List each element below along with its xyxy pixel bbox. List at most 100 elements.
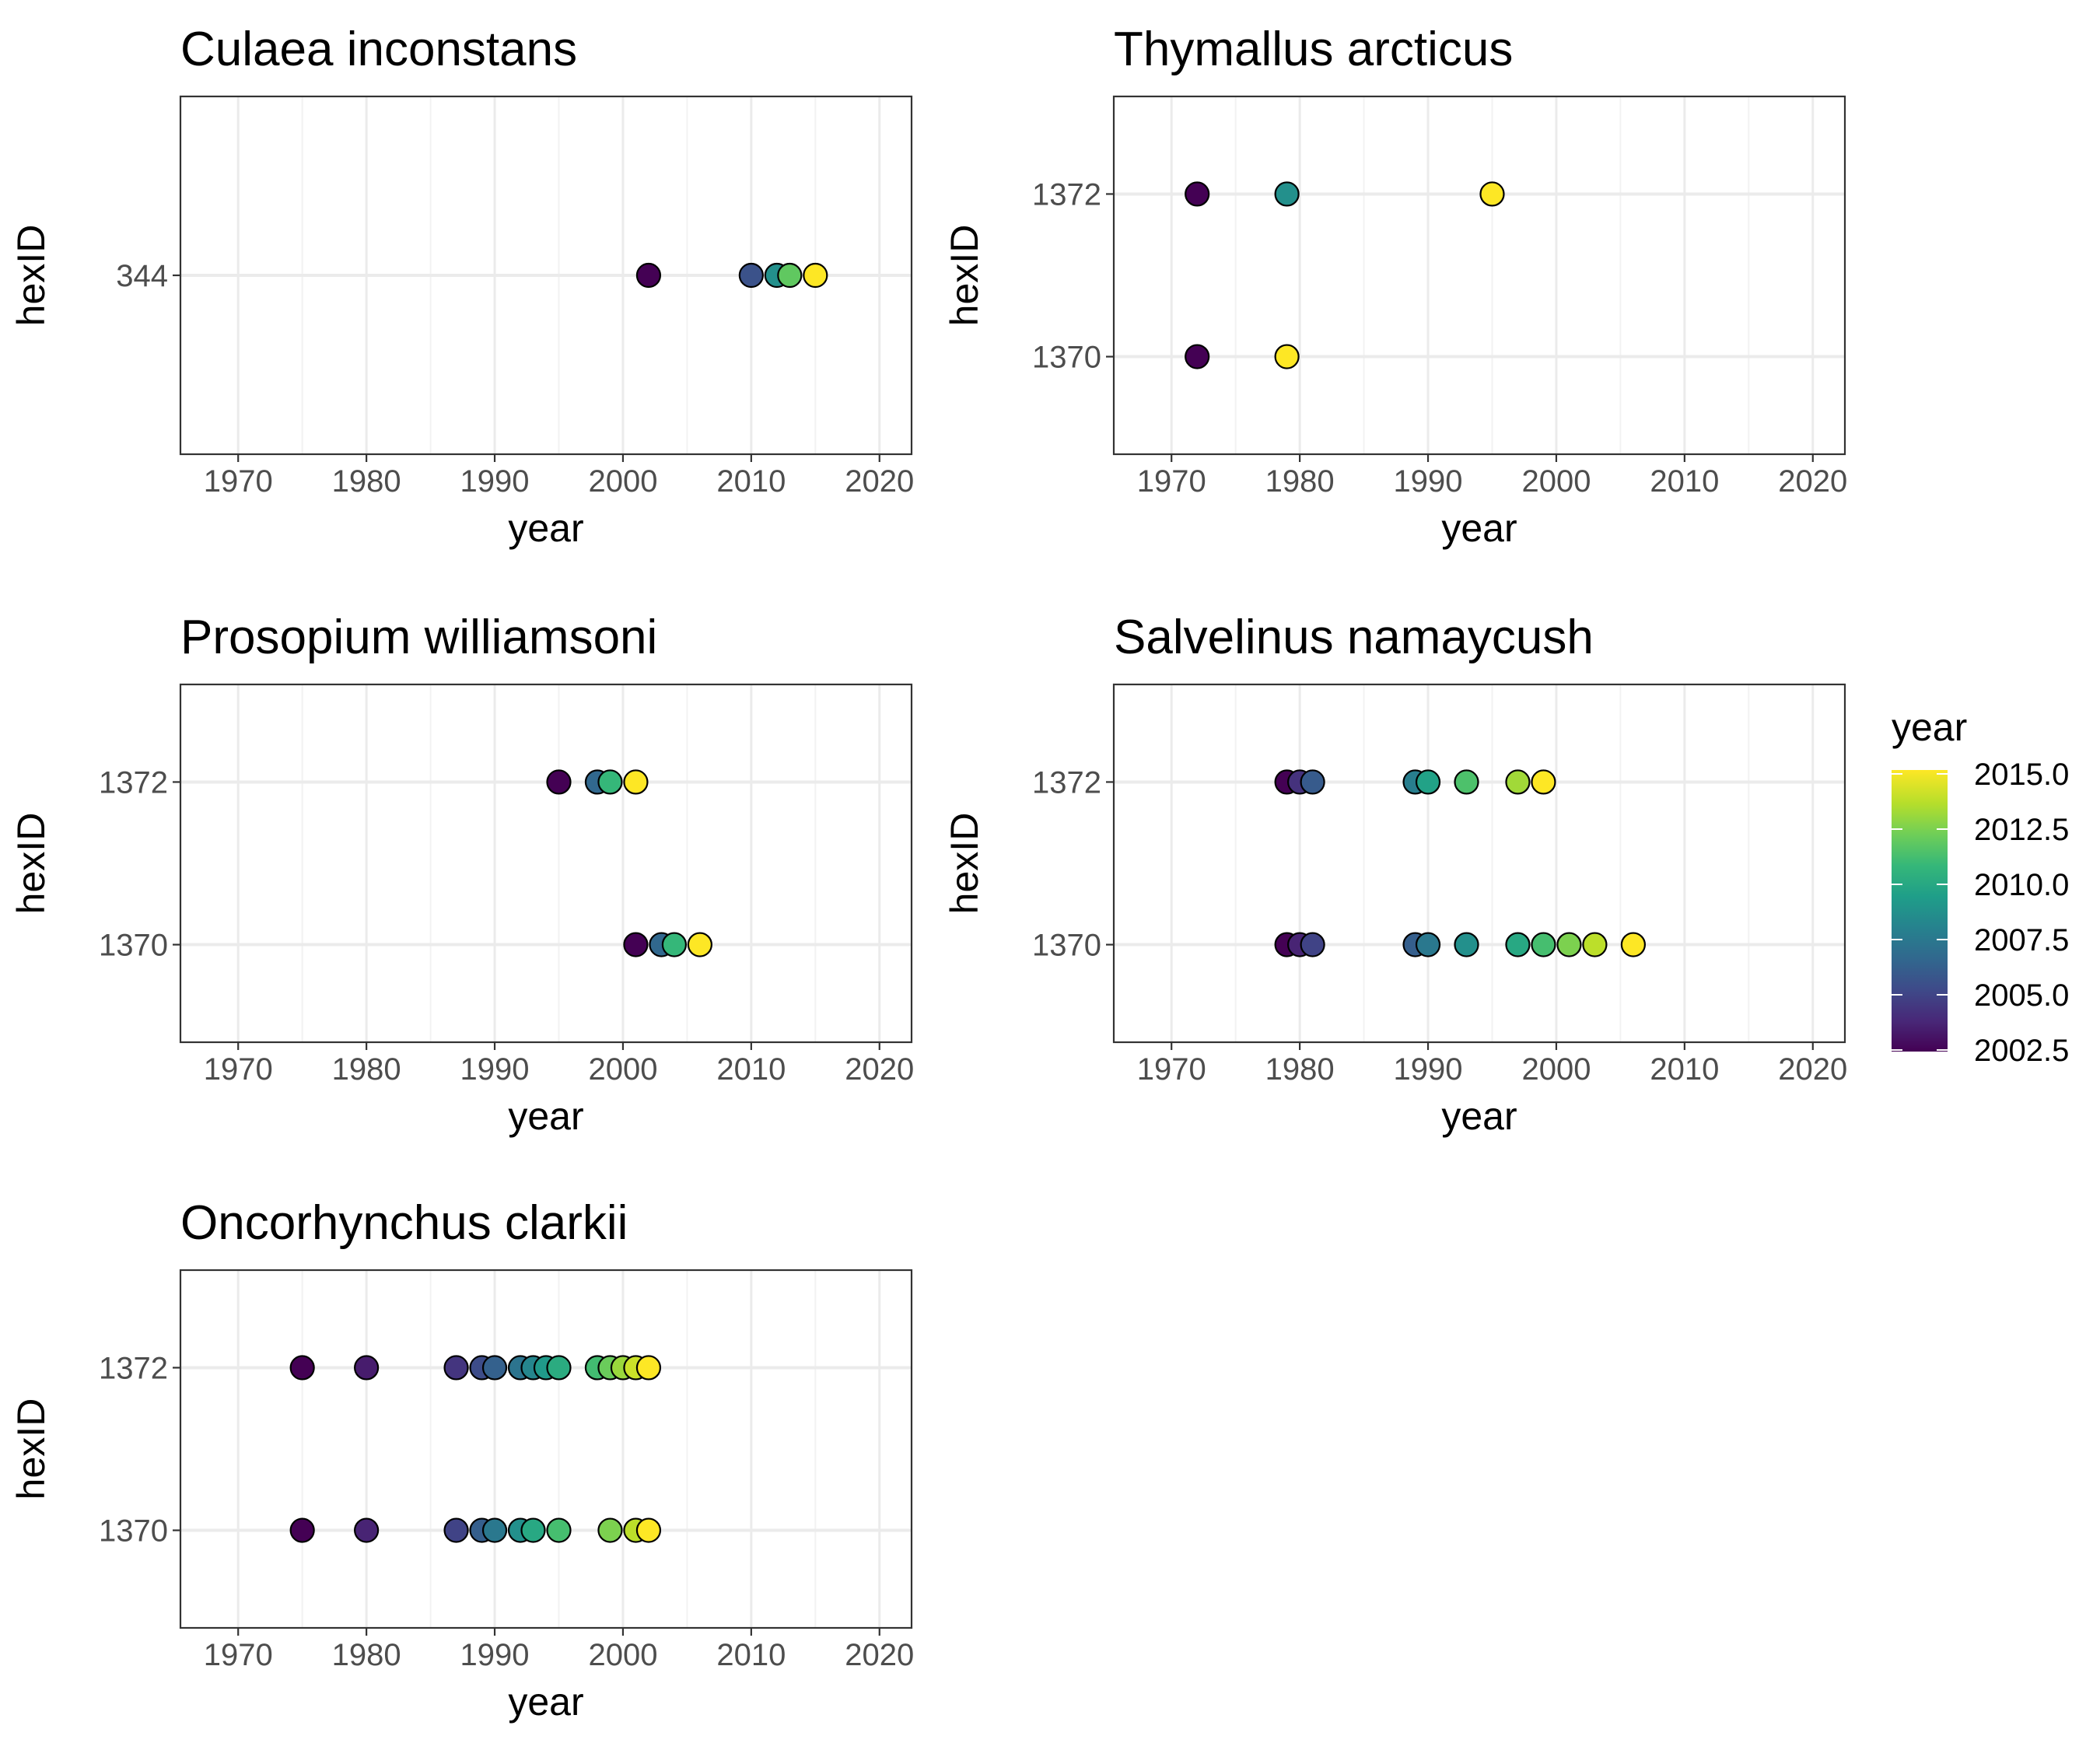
data-point [1185,181,1210,207]
legend-label: 2015.0 [1974,758,2069,792]
x-tick-label: 2010 [716,1638,786,1672]
data-point [1505,769,1531,795]
panel-title: Salvelinus namaycush [1114,611,1594,664]
legend-label: 2007.5 [1974,923,2069,957]
data-point [803,262,828,289]
y-axis-title: hexID [9,813,53,915]
data-point [687,932,712,957]
legend-label: 2012.5 [1974,813,2069,847]
colorbar [1892,770,1948,1052]
data-point [520,1517,546,1543]
x-tick-label: 2000 [588,1638,657,1672]
data-point [546,1355,572,1381]
y-tick-label: 1370 [1032,341,1101,375]
data-point [1531,932,1556,957]
panel-culaea-inconstans: 1970 1980 1990 2000 2010 2020 344 year hexID Cula… [9,23,914,550]
x-tick-label: 2000 [588,464,657,499]
panel-title: Prosopium williamsoni [180,611,657,664]
x-tick-label: 2010 [716,464,786,499]
panel-title: Culaea inconstans [180,23,577,76]
panel-salvelinus-namaycush: 1970 1980 1990 2000 2010 2020 1370 1372 year hexI… [943,611,1847,1138]
data-point [597,769,623,795]
data-point [546,769,572,795]
data-point [635,1355,662,1381]
x-tick-label: 2020 [845,1052,914,1087]
legend-label: 2002.5 [1974,1034,2069,1068]
data-point [481,1355,508,1381]
data-point [635,262,662,289]
data-point [1274,181,1300,207]
data-point [1454,932,1479,957]
x-tick-label: 1970 [204,1052,273,1087]
data-point [443,1355,469,1381]
plot-background [180,684,912,1042]
x-axis-title: year [1441,506,1517,550]
data-point [1582,932,1608,957]
x-axis-title: year [1441,1094,1517,1138]
data-point [635,1517,662,1543]
x-tick-label: 2010 [716,1052,786,1087]
panel-title: Thymallus arcticus [1114,23,1513,76]
panel-title: Oncorhynchus clarkii [180,1196,628,1250]
x-tick-label: 2020 [1778,464,1847,499]
data-point [623,932,649,957]
data-point [623,769,649,795]
data-point [546,1517,572,1543]
y-tick-label: 1372 [99,1351,168,1385]
y-axis-title: hexID [9,1398,53,1500]
x-tick-label: 2000 [1521,1052,1591,1087]
data-point [443,1517,469,1543]
data-point [1274,344,1300,369]
y-tick-label: 1372 [1032,765,1101,800]
x-tick-label: 1980 [332,1638,401,1672]
x-axis-title: year [508,506,583,550]
data-point [1620,932,1646,957]
x-tick-label: 1980 [1265,1052,1335,1087]
data-point [1454,769,1479,795]
panel-border [1112,95,1846,456]
x-tick-label: 1990 [1394,1052,1463,1087]
y-tick-label: 1370 [1032,929,1101,963]
panel-prosopium-williamsoni: 1970 1980 1990 2000 2010 2020 1370 1372 year hexI… [9,611,914,1138]
y-axis-title: hexID [943,813,986,915]
data-point [1479,181,1505,207]
data-point [354,1517,380,1543]
y-tick-label: 1370 [99,929,168,963]
x-tick-label: 1970 [1137,1052,1206,1087]
colorbar-legend: year 2015.0 2012.5 2010.0 2007.5 2005.0 2002.… [1892,705,2069,1068]
data-point [481,1517,508,1543]
x-tick-label: 2020 [1778,1052,1847,1087]
x-axis-title: year [508,1094,583,1138]
x-tick-label: 1970 [204,1638,273,1672]
x-tick-label: 1970 [1137,464,1206,499]
data-point [289,1517,315,1543]
y-tick-label: 344 [116,259,168,293]
data-point [661,932,688,957]
x-tick-label: 2000 [1521,464,1591,499]
legend-label: 2005.0 [1974,978,2069,1013]
x-axis-title: year [508,1680,583,1724]
x-tick-label: 2020 [845,1638,914,1672]
panel-border [179,683,913,1044]
x-tick-label: 1990 [460,1052,530,1087]
data-point [289,1355,315,1381]
legend-label: 2010.0 [1974,868,2069,902]
data-point [1505,932,1531,957]
x-tick-label: 2010 [1650,464,1719,499]
y-tick-label: 1372 [99,765,168,800]
x-tick-label: 1990 [1394,464,1463,499]
legend-title: year [1892,705,1967,749]
data-point [1300,769,1325,795]
data-point [738,262,764,289]
data-point [1415,932,1441,957]
x-tick-label: 2000 [588,1052,657,1087]
x-tick-label: 1990 [460,464,530,499]
y-axis-title: hexID [9,225,53,327]
y-tick-label: 1370 [99,1514,168,1549]
x-tick-label: 2020 [845,464,914,499]
x-tick-label: 1980 [332,464,401,499]
y-tick-label: 1372 [1032,177,1101,212]
x-tick-label: 2010 [1650,1052,1719,1087]
x-tick-label: 1980 [332,1052,401,1087]
